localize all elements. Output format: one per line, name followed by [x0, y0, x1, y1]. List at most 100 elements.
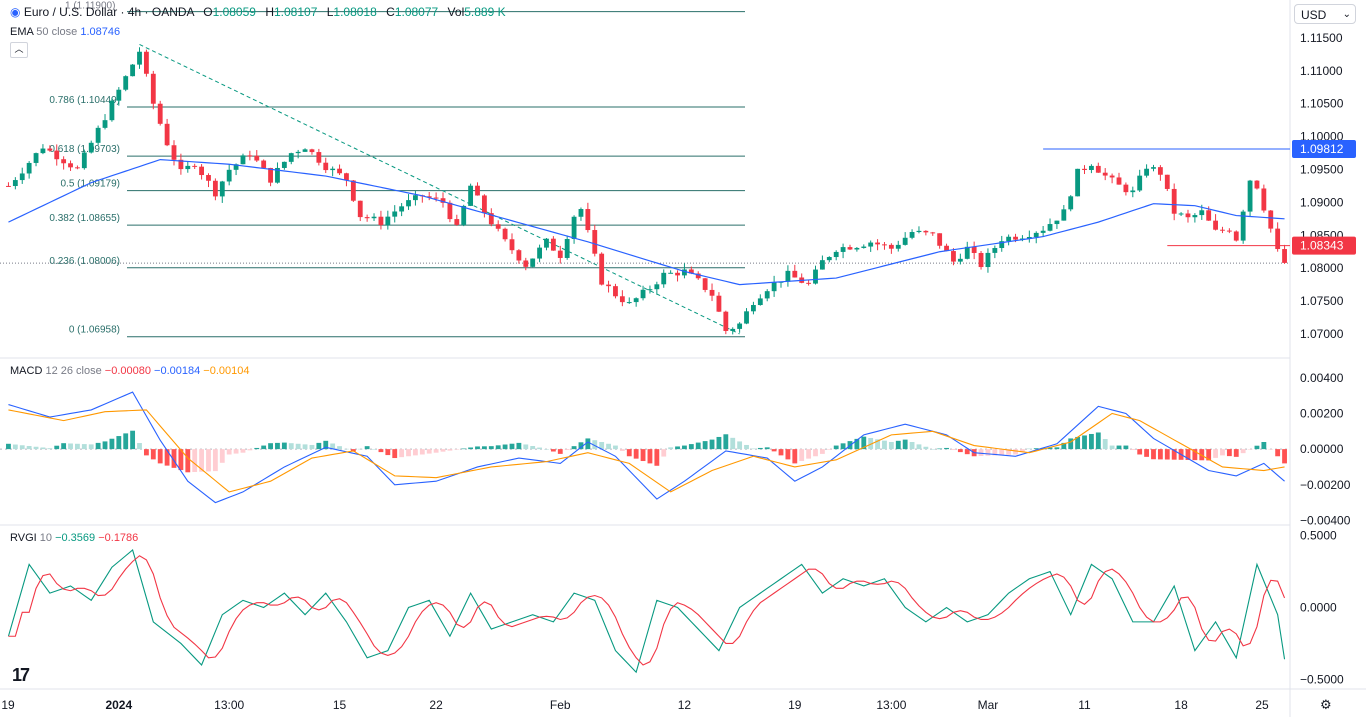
candle-body [826, 257, 832, 261]
macd-histogram-bar [709, 439, 715, 450]
candle-body [716, 295, 722, 312]
candle-body [1240, 211, 1246, 241]
macd-histogram-bar [75, 443, 80, 450]
rvgi-signal-line [8, 555, 1286, 666]
candle-body [1226, 230, 1232, 232]
macd-histogram-bar [164, 449, 170, 466]
candle-body [992, 248, 998, 253]
tradingview-logo-icon[interactable]: 17 [12, 665, 30, 685]
candle-body [157, 103, 163, 124]
symbol-title[interactable]: Euro / U.S. Dollar · 4h · OANDA [23, 5, 194, 19]
candle-body [819, 260, 825, 270]
candle-body [647, 289, 653, 291]
macd-histogram-bar [19, 445, 25, 450]
candle-body [557, 250, 563, 258]
macd-tick-label: 0.00000 [1300, 442, 1344, 456]
candle-body [633, 298, 639, 303]
macd-histogram-bar [944, 447, 949, 450]
macd-tick-label: −0.00200 [1300, 478, 1351, 492]
macd-legend[interactable]: MACD 12 26 close −0.00080 −0.00184 −0.00… [10, 365, 249, 377]
macd-histogram-bar [137, 443, 142, 450]
macd-histogram-bar [150, 449, 156, 460]
candle-body [1026, 237, 1032, 239]
price-tick-label: 1.11000 [1300, 64, 1343, 78]
time-tick-label: 11 [1078, 698, 1091, 712]
candle-body [957, 258, 963, 262]
macd-histogram-bar [47, 448, 53, 450]
price-tick-label: 1.09500 [1300, 162, 1344, 176]
candle-body [833, 251, 839, 258]
macd-histogram-bar [12, 444, 18, 450]
collapse-legend-button[interactable]: ︿ [10, 42, 28, 58]
currency-select[interactable]: USD ⌄ [1294, 4, 1356, 24]
rvgi-line [7, 549, 1286, 674]
macd-histogram-bar [606, 443, 611, 450]
candle-body [192, 165, 198, 167]
macd-histogram-bar [937, 448, 943, 450]
ema-label: EMA [10, 26, 34, 38]
rvgi-tick-label: 0.5000 [1300, 529, 1337, 543]
candle-body [1151, 167, 1156, 169]
candle-body [1206, 210, 1212, 221]
macd-histogram-bar [544, 449, 549, 450]
time-tick-label: 22 [429, 698, 443, 712]
macd-histogram-bar [833, 445, 839, 450]
macd-histogram-bar [957, 449, 963, 453]
time-tick-label: 13:00 [876, 698, 906, 712]
macd-histogram-bar [1247, 449, 1253, 450]
macd-histogram-bar [488, 446, 494, 450]
macd-histogram-bar [33, 446, 39, 450]
candle-body [316, 152, 322, 163]
macd-histogram-bar [1047, 447, 1053, 450]
macd-histogram-bar [530, 446, 536, 450]
time-tick-label: Feb [550, 698, 571, 712]
macd-histogram-bar [447, 449, 453, 451]
candle-body [247, 155, 253, 157]
macd-histogram-bar [813, 449, 818, 457]
candle-body [495, 224, 501, 229]
macd-histogram-bar [350, 449, 356, 452]
candle-body [219, 181, 225, 197]
candle-body [813, 269, 818, 284]
macd-histogram-bar [212, 449, 218, 472]
candle-body [1233, 231, 1239, 241]
candle-body [385, 216, 391, 226]
candle-body [1095, 165, 1101, 173]
macd-histogram-bar [68, 443, 73, 450]
macd-histogram-bar [247, 449, 253, 451]
candle-body [626, 302, 632, 304]
macd-histogram-bar [371, 449, 377, 450]
candle-body [944, 245, 949, 252]
candle-body [578, 209, 584, 217]
macd-histogram-bar [192, 449, 198, 473]
macd-histogram-bar [654, 449, 660, 466]
candle-body [1282, 249, 1287, 263]
macd-histogram-bar [730, 437, 736, 450]
candle-body [785, 270, 791, 282]
close-label: C [386, 5, 395, 19]
macd-histogram-bar [88, 444, 94, 450]
candle-body [1157, 167, 1163, 175]
macd-histogram-bar [771, 449, 777, 452]
macd-histogram-bar [233, 449, 239, 454]
candle-body [454, 219, 460, 225]
candle-body [68, 163, 73, 168]
rvgi-legend[interactable]: RVGI 10 −0.3569 −0.1786 [10, 532, 138, 544]
candle-body [709, 289, 715, 296]
macd-histogram-bar [868, 437, 874, 450]
macd-histogram-bar [1013, 449, 1018, 455]
candle-body [1164, 174, 1170, 189]
macd-histogram-bar [254, 447, 260, 450]
gear-icon[interactable]: ⚙ [1320, 697, 1332, 712]
candle-body [737, 323, 743, 329]
candle-body [999, 241, 1005, 249]
candle-body [137, 51, 142, 65]
fib-label: 0 (1.06958) [69, 325, 120, 336]
macd-histogram-bar [999, 449, 1005, 456]
trendline [139, 44, 740, 335]
candle-body [447, 202, 453, 220]
candle-body [433, 197, 439, 199]
ema-legend[interactable]: EMA 50 close 1.08746 [10, 26, 120, 38]
macd-histogram-bar [302, 444, 308, 450]
